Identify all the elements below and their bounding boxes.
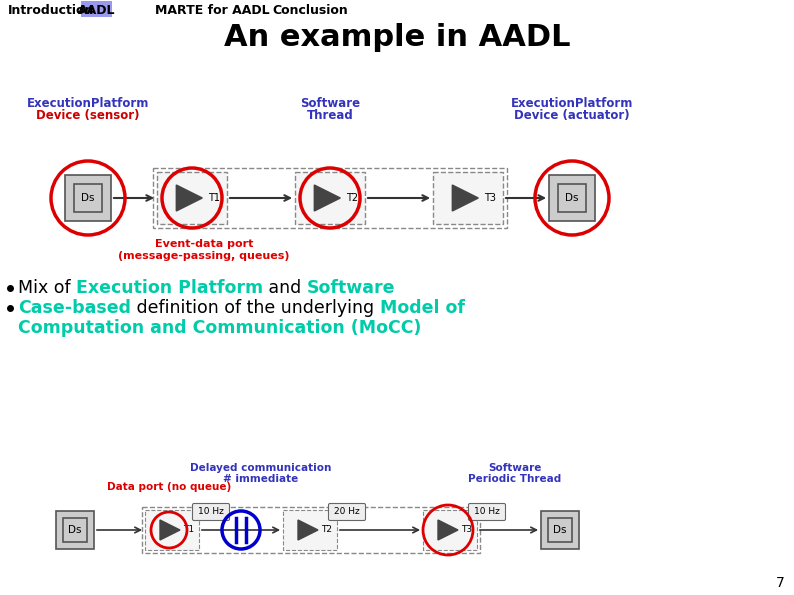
Text: An example in AADL: An example in AADL: [224, 23, 570, 52]
Text: (message-passing, queues): (message-passing, queues): [118, 251, 290, 261]
Text: MARTE for AADL: MARTE for AADL: [155, 4, 270, 17]
Text: Device (actuator): Device (actuator): [515, 109, 630, 122]
FancyBboxPatch shape: [157, 172, 227, 224]
Polygon shape: [176, 185, 202, 211]
Text: and: and: [264, 279, 307, 297]
Text: Ds: Ds: [81, 193, 94, 203]
Polygon shape: [453, 185, 478, 211]
FancyBboxPatch shape: [192, 503, 229, 521]
FancyBboxPatch shape: [541, 511, 579, 549]
Text: Mix of: Mix of: [18, 279, 76, 297]
Text: Periodic Thread: Periodic Thread: [468, 474, 561, 484]
Text: T1: T1: [208, 193, 220, 203]
Text: 20 Hz: 20 Hz: [334, 508, 360, 516]
Text: Conclusion: Conclusion: [272, 4, 348, 17]
Text: T3: T3: [484, 193, 496, 203]
Text: T2: T2: [321, 525, 332, 534]
FancyBboxPatch shape: [74, 184, 102, 212]
Text: 10 Hz: 10 Hz: [198, 508, 224, 516]
FancyBboxPatch shape: [64, 518, 87, 542]
Text: Delayed communication: Delayed communication: [191, 463, 332, 473]
FancyBboxPatch shape: [549, 175, 595, 221]
FancyBboxPatch shape: [468, 503, 506, 521]
Text: Computation and Communication (MoCC): Computation and Communication (MoCC): [18, 319, 422, 337]
Text: Model of: Model of: [380, 299, 464, 317]
Polygon shape: [314, 185, 341, 211]
FancyBboxPatch shape: [81, 1, 112, 17]
FancyBboxPatch shape: [423, 510, 477, 550]
Text: T2: T2: [346, 193, 358, 203]
Text: definition of the underlying: definition of the underlying: [131, 299, 380, 317]
Text: Software: Software: [300, 97, 360, 110]
Text: Device (sensor): Device (sensor): [37, 109, 140, 122]
FancyBboxPatch shape: [433, 172, 503, 224]
Text: Case-based: Case-based: [18, 299, 131, 317]
FancyBboxPatch shape: [557, 184, 586, 212]
Polygon shape: [298, 520, 318, 540]
Text: Ds: Ds: [565, 193, 579, 203]
FancyBboxPatch shape: [329, 503, 365, 521]
FancyBboxPatch shape: [56, 511, 94, 549]
Text: 10 Hz: 10 Hz: [474, 508, 500, 516]
Text: T3: T3: [461, 525, 472, 534]
FancyBboxPatch shape: [65, 175, 111, 221]
Text: Software: Software: [488, 463, 542, 473]
Text: Thread: Thread: [306, 109, 353, 122]
Text: ExecutionPlatform: ExecutionPlatform: [27, 97, 149, 110]
Polygon shape: [438, 520, 458, 540]
Polygon shape: [160, 520, 180, 540]
Text: Data port (no queue): Data port (no queue): [107, 482, 231, 492]
Text: Ds: Ds: [68, 525, 82, 535]
Text: Event-data port: Event-data port: [155, 239, 253, 249]
FancyBboxPatch shape: [548, 518, 572, 542]
Text: AADL: AADL: [78, 4, 115, 17]
FancyBboxPatch shape: [283, 510, 337, 550]
FancyBboxPatch shape: [145, 510, 199, 550]
Text: Software: Software: [307, 279, 395, 297]
Text: ExecutionPlatform: ExecutionPlatform: [511, 97, 633, 110]
FancyBboxPatch shape: [295, 172, 365, 224]
Text: Introduction: Introduction: [8, 4, 94, 17]
Text: 7: 7: [777, 576, 785, 590]
Text: Execution Platform: Execution Platform: [76, 279, 264, 297]
Text: T1: T1: [183, 525, 194, 534]
Text: # immediate: # immediate: [223, 474, 299, 484]
Text: Ds: Ds: [553, 525, 567, 535]
